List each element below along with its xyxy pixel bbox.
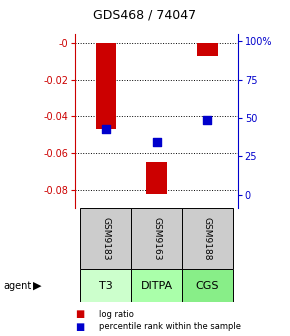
FancyBboxPatch shape xyxy=(182,208,233,269)
FancyBboxPatch shape xyxy=(81,269,131,302)
Bar xyxy=(146,162,167,194)
Text: ■: ■ xyxy=(75,322,85,332)
FancyBboxPatch shape xyxy=(81,208,131,269)
Text: DITPA: DITPA xyxy=(141,281,173,291)
FancyBboxPatch shape xyxy=(182,269,233,302)
Bar xyxy=(197,43,218,56)
Text: GDS468 / 74047: GDS468 / 74047 xyxy=(93,8,197,22)
Point xyxy=(104,127,108,132)
Text: ■: ■ xyxy=(75,309,85,319)
Bar xyxy=(96,43,116,129)
Point xyxy=(205,117,210,123)
FancyBboxPatch shape xyxy=(131,208,182,269)
Text: percentile rank within the sample: percentile rank within the sample xyxy=(99,322,241,331)
Text: GSM9183: GSM9183 xyxy=(101,217,110,260)
Point xyxy=(154,139,159,145)
Text: agent: agent xyxy=(3,281,31,291)
Text: ▶: ▶ xyxy=(33,281,42,291)
Text: CGS: CGS xyxy=(195,281,219,291)
Text: log ratio: log ratio xyxy=(99,310,133,319)
Text: T3: T3 xyxy=(99,281,113,291)
Text: GSM9188: GSM9188 xyxy=(203,217,212,260)
FancyBboxPatch shape xyxy=(131,269,182,302)
Text: GSM9163: GSM9163 xyxy=(152,217,161,260)
